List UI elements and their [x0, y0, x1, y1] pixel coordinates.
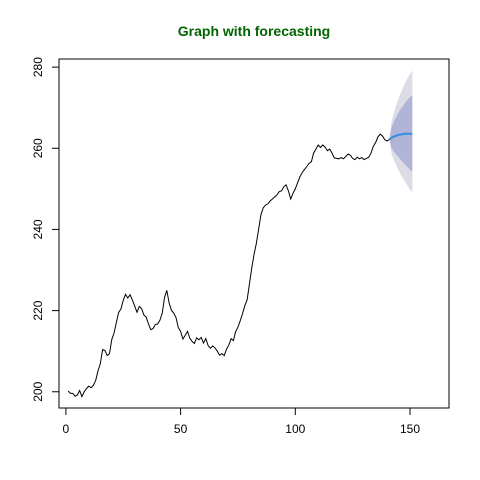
forecast-line: [388, 132, 413, 141]
x-tick-label: 100: [285, 422, 305, 436]
x-tick-label: 50: [174, 422, 188, 436]
y-tick-label: 200: [31, 381, 45, 401]
plot-frame: [58, 58, 450, 409]
series-lines: [67, 132, 413, 398]
y-tick-label: 280: [31, 57, 45, 77]
y-axis: 200 220 240 260 280: [31, 57, 60, 402]
x-tick-label: 0: [63, 422, 70, 436]
forecast-bands: [389, 70, 413, 193]
x-axis: 0 50 100 150: [63, 407, 420, 436]
x-tick-label: 150: [400, 422, 420, 436]
chart-title: Graph with forecasting: [178, 23, 330, 39]
y-tick-label: 240: [31, 219, 45, 239]
band-80: [389, 95, 413, 172]
series-line: [67, 133, 390, 398]
y-tick-label: 260: [31, 138, 45, 158]
y-tick-label: 220: [31, 300, 45, 320]
